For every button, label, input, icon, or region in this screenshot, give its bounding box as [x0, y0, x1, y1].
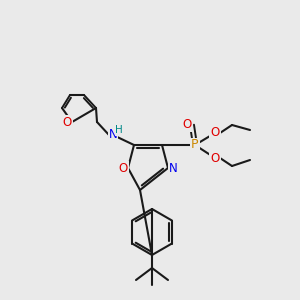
Text: O: O	[182, 118, 192, 131]
Text: O: O	[118, 161, 127, 175]
Text: P: P	[191, 139, 199, 152]
Text: O: O	[210, 152, 220, 164]
Text: H: H	[115, 125, 123, 135]
Text: O: O	[210, 127, 220, 140]
Text: N: N	[109, 128, 117, 142]
Text: N: N	[169, 161, 177, 175]
Text: O: O	[62, 116, 72, 128]
